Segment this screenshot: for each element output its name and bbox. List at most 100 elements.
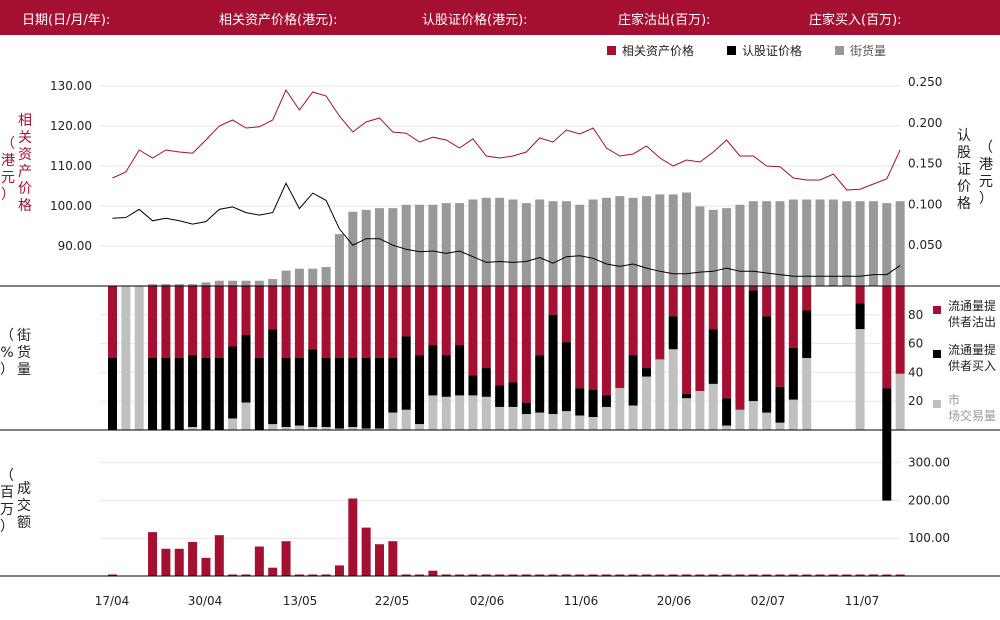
turnover-bar [254, 546, 264, 576]
outstanding-bar [415, 204, 425, 286]
outstanding-bar [174, 284, 184, 286]
lp-sell-bar [775, 286, 785, 387]
right-axis-title: （ [979, 140, 993, 156]
market-volume-bar [535, 412, 545, 430]
lp-sell-bar [601, 286, 611, 396]
outstanding-bar [481, 197, 491, 286]
lp-buy-bar [361, 358, 371, 429]
lp-sell-bar [802, 286, 812, 311]
lp-buy-bar [334, 358, 344, 429]
market-volume-bar [188, 427, 198, 430]
outstanding-bar [762, 201, 772, 286]
turnover-bar [148, 532, 158, 576]
outstanding-bar [842, 201, 852, 286]
market-volume-bar [441, 396, 451, 430]
lp-buy-bar [788, 347, 798, 400]
liquidity-legend-swatch [933, 400, 941, 408]
market-volume-bar [628, 405, 638, 430]
lp-sell-bar [254, 286, 264, 358]
outstanding-bar [441, 203, 451, 286]
lp-sell-bar [361, 286, 371, 358]
left-tick-label: 120.00 [50, 119, 92, 133]
market-volume-bar [521, 414, 531, 430]
x-tick-label: 02/07 [751, 594, 786, 608]
lp-sell-bar [615, 286, 625, 389]
left-axis-title: 港 [1, 153, 15, 169]
lp-sell-bar [722, 286, 732, 399]
market-volume-bar [455, 395, 465, 430]
lp-buy-bar [268, 329, 278, 425]
liquidity-axis-title: % [0, 345, 13, 361]
outstanding-bar [334, 234, 344, 286]
turnover-bar [521, 574, 531, 576]
market-volume-bar [388, 412, 398, 430]
turnover-bar [415, 574, 425, 576]
lp-buy-bar [548, 314, 558, 415]
turnover-bar [855, 574, 865, 576]
turnover-bar [508, 574, 518, 576]
lp-buy-bar [348, 358, 358, 428]
turnover-bar [294, 574, 304, 576]
outstanding-bar [361, 209, 371, 286]
market-volume-bar [855, 329, 865, 430]
turnover-bar [842, 574, 852, 576]
outstanding-bar [468, 199, 478, 286]
turnover-bar [655, 574, 665, 576]
lp-sell-label: 庄家沽出(百万): [618, 13, 711, 28]
legend-swatch [727, 46, 736, 55]
outstanding-bar [561, 201, 571, 286]
right-axis-title: 元 [979, 174, 993, 190]
lp-sell-bar [321, 286, 331, 358]
market-volume-bar [642, 376, 651, 430]
market-volume-bar [268, 424, 278, 430]
turnover-bar [762, 574, 772, 576]
outstanding-bar [642, 196, 651, 286]
market-volume-bar [655, 359, 665, 430]
left-tick-label: 90.00 [58, 239, 92, 253]
liquidity-legend-swatch [933, 306, 941, 314]
turnover-bar [188, 541, 198, 576]
market-volume-bar [588, 417, 598, 430]
turnover-bar [174, 548, 184, 576]
outstanding-bar [882, 203, 892, 286]
lp-buy-bar [214, 358, 224, 430]
turnover-bar [455, 574, 465, 576]
market-volume-bar [228, 418, 238, 430]
outstanding-bar [828, 199, 838, 286]
liquidity-legend-label: 供者买入 [948, 359, 996, 373]
turnover-axis-title: （ [0, 468, 14, 484]
outstanding-bar [868, 201, 878, 286]
turnover-bar [308, 574, 318, 576]
outstanding-bar [308, 268, 318, 286]
market-volume-bar [895, 373, 905, 430]
lp-sell-bar [455, 286, 465, 346]
outstanding-bar [775, 201, 785, 286]
market-volume-bar [722, 425, 732, 430]
lp-buy-bar [108, 358, 117, 430]
market-volume-bar [802, 358, 812, 430]
lp-sell-bar [495, 286, 505, 386]
lp-sell-bar [201, 286, 211, 358]
turnover-bar [401, 574, 411, 576]
lp-sell-bar [468, 286, 478, 376]
lp-buy-bar [455, 345, 465, 396]
lp-buy-bar [415, 355, 425, 425]
lp-buy-bar [281, 358, 291, 428]
outstanding-bar [855, 201, 865, 286]
lp-sell-bar [735, 286, 745, 410]
right-axis-title: 证 [957, 162, 971, 178]
market-volume-bar [548, 414, 558, 430]
outstanding-bar [735, 204, 745, 286]
lp-sell-bar [695, 286, 705, 392]
market-volume-bar [748, 401, 758, 430]
lp-buy-bar [521, 402, 531, 415]
liquidity-axis-title: ） [0, 362, 14, 378]
turnover-bar [481, 574, 491, 576]
lp-buy-bar [535, 355, 545, 413]
turnover-axis-title: 交 [17, 497, 31, 514]
right-tick-label: 0.200 [908, 116, 942, 130]
turnover-bar [268, 567, 278, 576]
lp-sell-bar [388, 286, 398, 358]
date-label: 日期(日/月/年): [22, 13, 111, 28]
lp-buy-bar [241, 334, 251, 403]
